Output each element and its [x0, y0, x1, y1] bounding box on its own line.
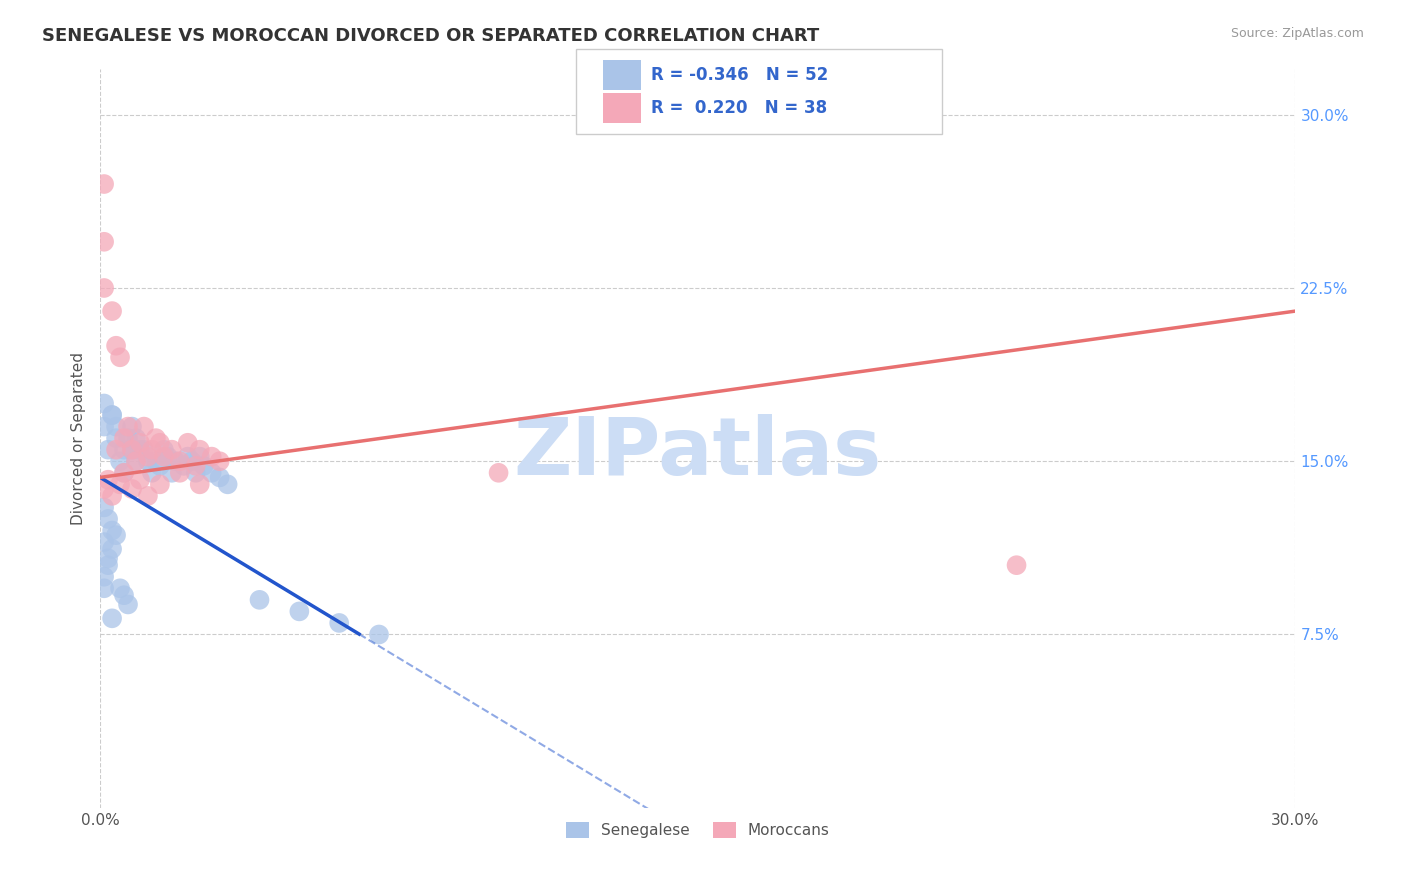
Point [129, 442, 152, 457]
Point [93, 500, 115, 515]
Point [156, 450, 179, 464]
Point [105, 419, 128, 434]
Point [129, 435, 152, 450]
Point [121, 442, 143, 457]
Point [145, 454, 167, 468]
Point [125, 431, 148, 445]
Point [121, 442, 143, 457]
Point [93, 177, 115, 191]
Point [188, 450, 211, 464]
Point [97, 558, 120, 573]
Point [188, 442, 211, 457]
Point [101, 408, 124, 422]
Point [93, 235, 115, 249]
Point [145, 431, 167, 445]
Point [108, 582, 131, 596]
Point [201, 466, 224, 480]
Point [112, 466, 135, 480]
Legend: Senegalese, Moroccans: Senegalese, Moroccans [560, 816, 835, 845]
Y-axis label: Divorced or Separated: Divorced or Separated [72, 351, 86, 524]
Point [141, 442, 163, 457]
Point [97, 473, 120, 487]
Point [97, 551, 120, 566]
Point [108, 454, 131, 468]
Point [97, 442, 120, 457]
Point [101, 408, 124, 422]
Point [93, 570, 115, 584]
Point [177, 435, 200, 450]
Point [149, 435, 172, 450]
Point [208, 470, 231, 484]
Point [136, 450, 159, 464]
Point [105, 528, 128, 542]
Point [188, 477, 211, 491]
Text: SENEGALESE VS MOROCCAN DIVORCED OR SEPARATED CORRELATION CHART: SENEGALESE VS MOROCCAN DIVORCED OR SEPAR… [42, 27, 820, 45]
Point [201, 450, 224, 464]
Point [93, 535, 115, 549]
Point [288, 604, 311, 618]
Point [1005, 558, 1028, 573]
Point [169, 454, 191, 468]
Point [117, 598, 139, 612]
Point [112, 431, 135, 445]
Point [112, 588, 135, 602]
Point [121, 482, 143, 496]
Point [93, 482, 115, 496]
Point [117, 419, 139, 434]
Point [132, 419, 155, 434]
Point [93, 281, 115, 295]
Point [249, 592, 271, 607]
Point [132, 442, 155, 457]
Point [193, 458, 215, 473]
Point [488, 466, 510, 480]
Point [101, 541, 124, 556]
Point [101, 489, 124, 503]
Point [153, 450, 176, 464]
Point [149, 458, 172, 473]
Point [93, 582, 115, 596]
Point [136, 454, 159, 468]
Point [101, 524, 124, 538]
Text: Source: ZipAtlas.com: Source: ZipAtlas.com [1230, 27, 1364, 40]
Point [136, 489, 159, 503]
Text: ZIPatlas: ZIPatlas [513, 414, 882, 491]
Point [217, 477, 239, 491]
Point [125, 454, 148, 468]
Point [105, 442, 128, 457]
Point [368, 627, 391, 641]
Point [125, 454, 148, 468]
Point [160, 442, 183, 457]
Point [153, 442, 176, 457]
Point [169, 466, 191, 480]
Point [108, 351, 131, 365]
Point [173, 458, 195, 473]
Point [165, 454, 187, 468]
Point [121, 419, 143, 434]
Point [184, 458, 207, 473]
Point [108, 477, 131, 491]
Point [93, 396, 115, 410]
Point [117, 431, 139, 445]
Point [149, 477, 172, 491]
Point [93, 419, 115, 434]
Point [112, 466, 135, 480]
Point [129, 473, 152, 487]
Point [160, 466, 183, 480]
Point [105, 339, 128, 353]
Point [180, 454, 202, 468]
Point [101, 304, 124, 318]
Text: R = -0.346   N = 52: R = -0.346 N = 52 [651, 66, 828, 84]
Point [177, 450, 200, 464]
Point [184, 466, 207, 480]
Point [101, 611, 124, 625]
Point [208, 454, 231, 468]
Point [105, 431, 128, 445]
Text: R =  0.220   N = 38: R = 0.220 N = 38 [651, 99, 827, 117]
Point [97, 512, 120, 526]
Point [328, 615, 350, 630]
Point [112, 442, 135, 457]
Point [141, 466, 163, 480]
